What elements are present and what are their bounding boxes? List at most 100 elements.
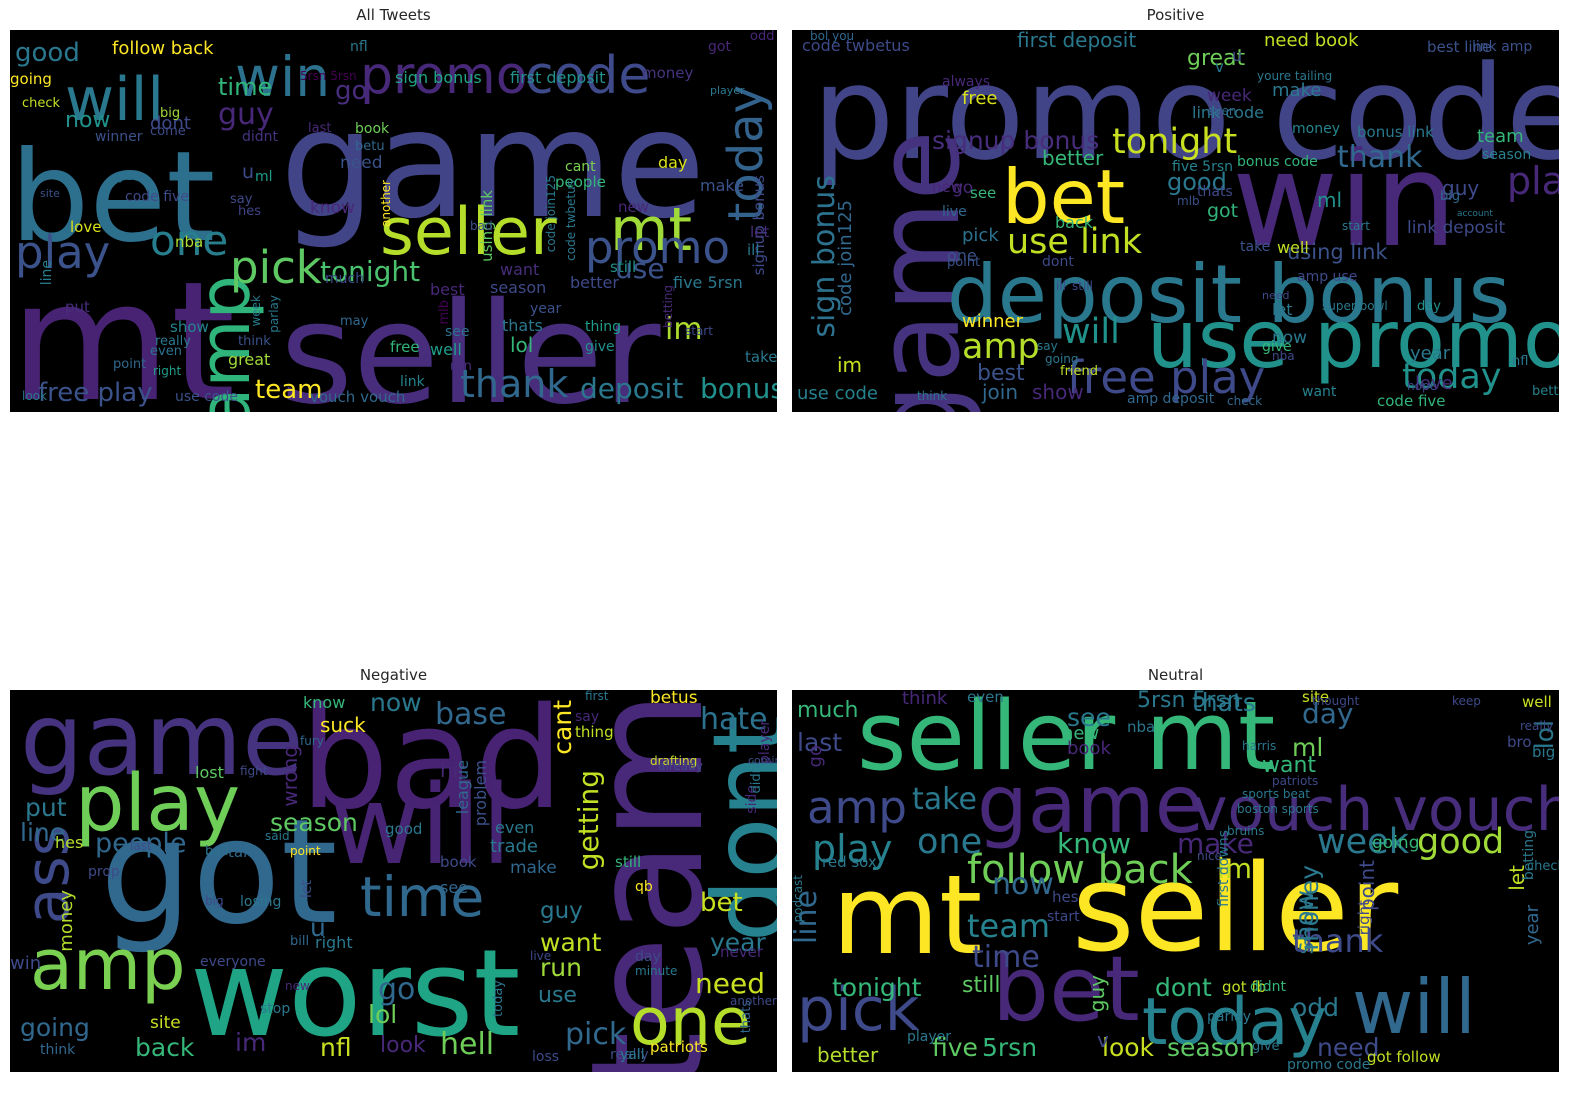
word-fight: fight [240,764,268,778]
word-show: show [1032,380,1084,404]
word-tonight: tonight [320,255,421,288]
word-see: see [1067,703,1111,732]
word-always: always [942,74,991,90]
word-will: will [1352,963,1476,1051]
word-nba: nba [1272,349,1295,363]
word-money: money [1292,121,1340,137]
word-link-code: link code [1192,103,1264,122]
word-take: take [1240,239,1271,255]
word-boston-sports: boston sports [1237,802,1319,816]
word-suck: suck [320,713,366,737]
word-cant: cant [548,700,577,755]
panel-title-neutral: Neutral [1147,666,1204,684]
word-amp: amp [962,327,1040,367]
word-code-five: code five [1377,392,1446,410]
word-cloud-negative: bad got worst team game will play amp one dont tim… [10,690,777,1072]
word-really: really [1520,719,1554,733]
word-u: u [242,161,255,183]
word-nfl: nfl [350,39,368,55]
word-new: new [618,198,650,216]
word-make: make [510,858,557,878]
word-play: play [812,827,893,871]
word-guy: guy [218,97,274,132]
word-u: u [310,913,326,942]
word-right: right [315,933,353,952]
word-play: play [1507,159,1559,203]
word-amp-use: amp use [1297,269,1358,285]
word-cant: cant [565,159,596,175]
word-year: year [1410,343,1451,364]
word-now: now [992,867,1054,902]
word-book: book [355,121,390,137]
word-bonus: bonus [700,372,777,405]
word-season: season [1482,147,1532,163]
word-sports-beat: sports beat [1242,787,1310,801]
word-win: win [10,953,42,974]
word-may: may [340,314,369,329]
word-back: back [135,1033,195,1062]
word-want: want [500,260,540,279]
word-use-link: use link [1007,222,1142,262]
word-still: still [610,258,637,276]
word-people: people [95,828,187,859]
word-give: give [1252,1039,1280,1054]
word-good: good [1417,822,1505,862]
word-promo-code: promo code [812,37,1559,189]
word-problem: problem [471,760,490,827]
word-cloud-all-tweets: game seller mt bet will seller mt promo code win a… [10,30,777,412]
word-player: player [907,1029,952,1045]
word-go: go [952,178,974,198]
word-thank: thank [1292,922,1384,960]
word-stop: stop [260,1001,291,1017]
word-free-play: free play [38,378,153,408]
word-5rsn: 5rsn [982,1033,1038,1062]
word-give: give [1262,339,1292,355]
word-time: time [360,865,485,929]
word-seller-mt: seller mt [857,690,1276,792]
word-pick: pick [565,1017,627,1052]
word-thing: thing [585,319,622,335]
word-look: look [1102,1033,1155,1062]
word-bet: bet [1002,153,1126,241]
word-keep: keep [1452,694,1481,708]
word-now: now [1272,328,1308,348]
word-getting: getting [572,770,605,871]
word-people: people [555,173,606,191]
word-seller: seller [1072,840,1399,979]
word-vouch-vouch: vouch vouch [1192,775,1559,845]
word-nba: nba [175,233,204,251]
word-promo: promo [360,46,528,106]
word-mlb: mlb [437,300,452,325]
word-really: really [610,1047,649,1063]
word-one: one [630,985,751,1060]
word-free-play: free play [1067,351,1266,404]
word-5rsn-5rsn: 5rsn 5rsn [300,69,357,83]
word-ml: ml [1292,733,1324,762]
word-link-deposit: link deposit [1407,218,1506,238]
word-book: book [440,853,477,871]
word-nfl: nfl [320,1033,352,1062]
word-new: new [285,979,310,993]
word-code-twbetus: code twbetus [802,36,910,55]
word-said: said [265,829,290,843]
word-ball: ball [205,844,229,859]
word-bad: bad [470,219,493,233]
word-well: well [1522,693,1552,711]
word-even: even [150,344,182,359]
word-money: money [1295,865,1324,951]
word-need: need [1317,1033,1380,1062]
word-bonus-code: bonus code [1237,154,1318,170]
word-bruins: bruins [1227,824,1265,838]
word-pick: pick [797,975,920,1045]
word-team: team [1477,126,1524,147]
word-v: v [1097,1028,1109,1052]
word-say: say [230,192,253,207]
word-back: back [1055,213,1094,232]
word-u: u [1232,46,1243,65]
word-great: great [1187,46,1246,71]
word-know: know [1057,827,1131,860]
panel-title-all-tweets: All Tweets [356,6,431,24]
word-friend: friend [1060,364,1099,379]
word-see: see [970,184,997,202]
word-site: site [150,1013,181,1033]
